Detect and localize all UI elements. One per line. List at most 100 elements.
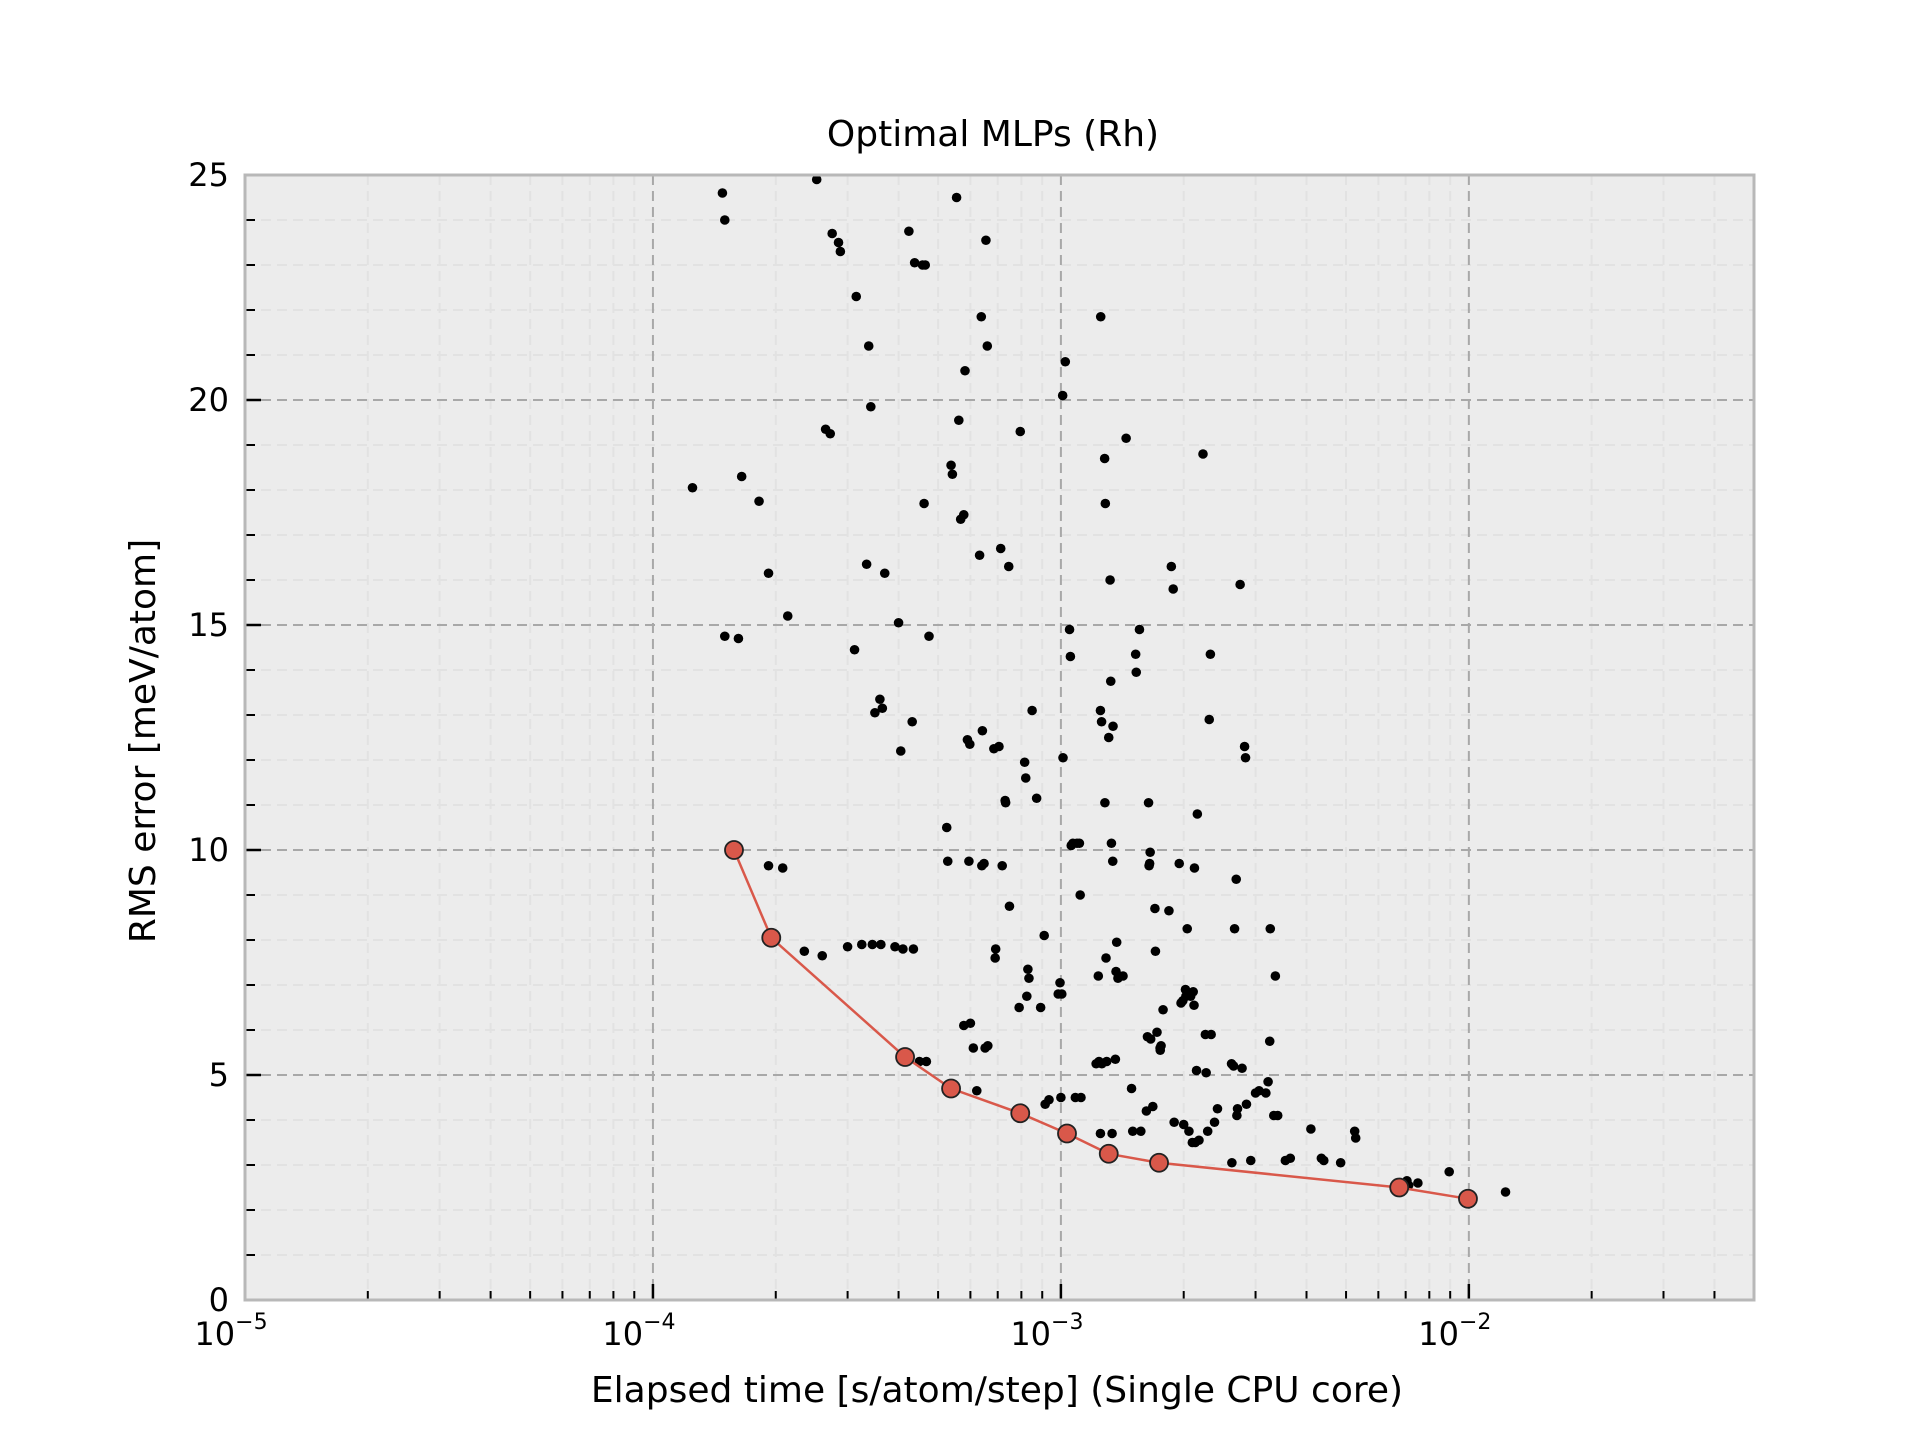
- data-point: [1101, 1056, 1112, 1067]
- data-point: [1035, 1002, 1046, 1013]
- data-point: [867, 939, 878, 950]
- data-point: [687, 482, 698, 493]
- data-point: [1205, 649, 1216, 660]
- data-point: [1241, 1099, 1252, 1110]
- data-point: [835, 246, 846, 257]
- data-point: [1111, 937, 1122, 948]
- data-point: [1057, 390, 1068, 401]
- data-point: [1056, 1092, 1066, 1103]
- data-point: [1150, 903, 1160, 914]
- data-point: [1095, 705, 1106, 716]
- data-point: [924, 631, 934, 642]
- data-point: [968, 1043, 979, 1053]
- data-point: [1166, 561, 1177, 572]
- data-point: [763, 860, 774, 871]
- data-point: [1206, 1029, 1216, 1040]
- data-point: [908, 944, 919, 954]
- data-point: [979, 858, 989, 869]
- data-point: [1145, 1034, 1156, 1044]
- data-point: [1265, 923, 1276, 934]
- data-point: [876, 939, 886, 950]
- data-point: [1093, 971, 1104, 981]
- data-point: [895, 746, 906, 756]
- data-point: [827, 228, 837, 239]
- data-point: [921, 1056, 932, 1067]
- data-point: [1065, 651, 1076, 662]
- data-point: [1285, 1153, 1296, 1164]
- data-point: [1022, 991, 1032, 1002]
- data-point: [1100, 498, 1111, 509]
- data-point: [997, 860, 1008, 871]
- pareto-marker: [761, 927, 782, 948]
- pareto-marker: [1149, 1152, 1169, 1173]
- data-point: [954, 415, 964, 426]
- data-point: [1064, 624, 1075, 635]
- data-point: [1184, 1126, 1194, 1137]
- x-tick-label: 10−3: [1010, 1310, 1083, 1353]
- data-point: [1055, 977, 1065, 988]
- data-point: [1075, 890, 1085, 900]
- data-point: [1105, 575, 1115, 585]
- data-point: [982, 341, 993, 351]
- data-point: [1118, 971, 1128, 981]
- data-point: [1058, 752, 1068, 763]
- data-point: [1126, 1083, 1137, 1094]
- data-point: [1245, 1155, 1256, 1166]
- pareto-marker: [1057, 1123, 1077, 1144]
- data-point: [842, 941, 853, 952]
- data-point: [782, 611, 793, 621]
- data-point: [960, 365, 970, 376]
- data-point: [990, 953, 1000, 963]
- data-point: [1152, 1027, 1162, 1038]
- data-point: [1335, 1157, 1346, 1168]
- chart-title: Optimal MLPs (Rh): [827, 114, 1159, 155]
- data-point: [1189, 863, 1200, 873]
- data-point: [866, 401, 876, 412]
- data-point: [879, 568, 890, 579]
- data-point: [1103, 732, 1114, 743]
- data-point: [1095, 311, 1106, 322]
- plot-background: [245, 175, 1754, 1300]
- data-point: [1264, 1036, 1275, 1047]
- data-point: [719, 631, 730, 642]
- y-tick-label: 10: [188, 831, 229, 869]
- y-axis-label: RMS error [meV/atom]: [123, 539, 164, 943]
- data-point: [1095, 1128, 1106, 1139]
- data-point: [898, 944, 908, 954]
- data-point: [1106, 838, 1117, 849]
- data-point: [1270, 971, 1281, 981]
- data-point: [1044, 1094, 1054, 1105]
- data-point: [1099, 453, 1110, 464]
- data-point: [1105, 676, 1116, 687]
- data-point: [977, 725, 988, 736]
- data-point: [1144, 858, 1155, 869]
- data-point: [825, 428, 836, 439]
- y-tick-label: 25: [188, 156, 229, 194]
- data-point: [1191, 1065, 1202, 1076]
- y-tick-label: 20: [188, 381, 229, 419]
- data-point: [946, 460, 956, 471]
- data-point: [1235, 579, 1245, 590]
- data-point: [1074, 838, 1085, 849]
- data-point: [1201, 1067, 1211, 1078]
- data-point: [1227, 1157, 1237, 1168]
- data-point: [1156, 1040, 1166, 1051]
- data-point: [1231, 874, 1242, 885]
- data-point: [1121, 433, 1131, 444]
- data-point: [863, 341, 874, 351]
- data-point: [1192, 809, 1203, 819]
- data-point: [1306, 1124, 1316, 1134]
- data-point: [1188, 986, 1198, 997]
- data-point: [1198, 449, 1208, 459]
- pareto-marker: [941, 1078, 961, 1099]
- data-point: [1209, 1117, 1220, 1128]
- data-point: [941, 822, 952, 833]
- data-point: [1027, 705, 1037, 716]
- data-point: [971, 1085, 982, 1096]
- data-point: [817, 950, 828, 961]
- x-tick-label: 10−4: [602, 1310, 675, 1353]
- data-point: [1127, 1126, 1138, 1137]
- data-point: [1350, 1133, 1361, 1143]
- data-point: [1194, 1135, 1204, 1146]
